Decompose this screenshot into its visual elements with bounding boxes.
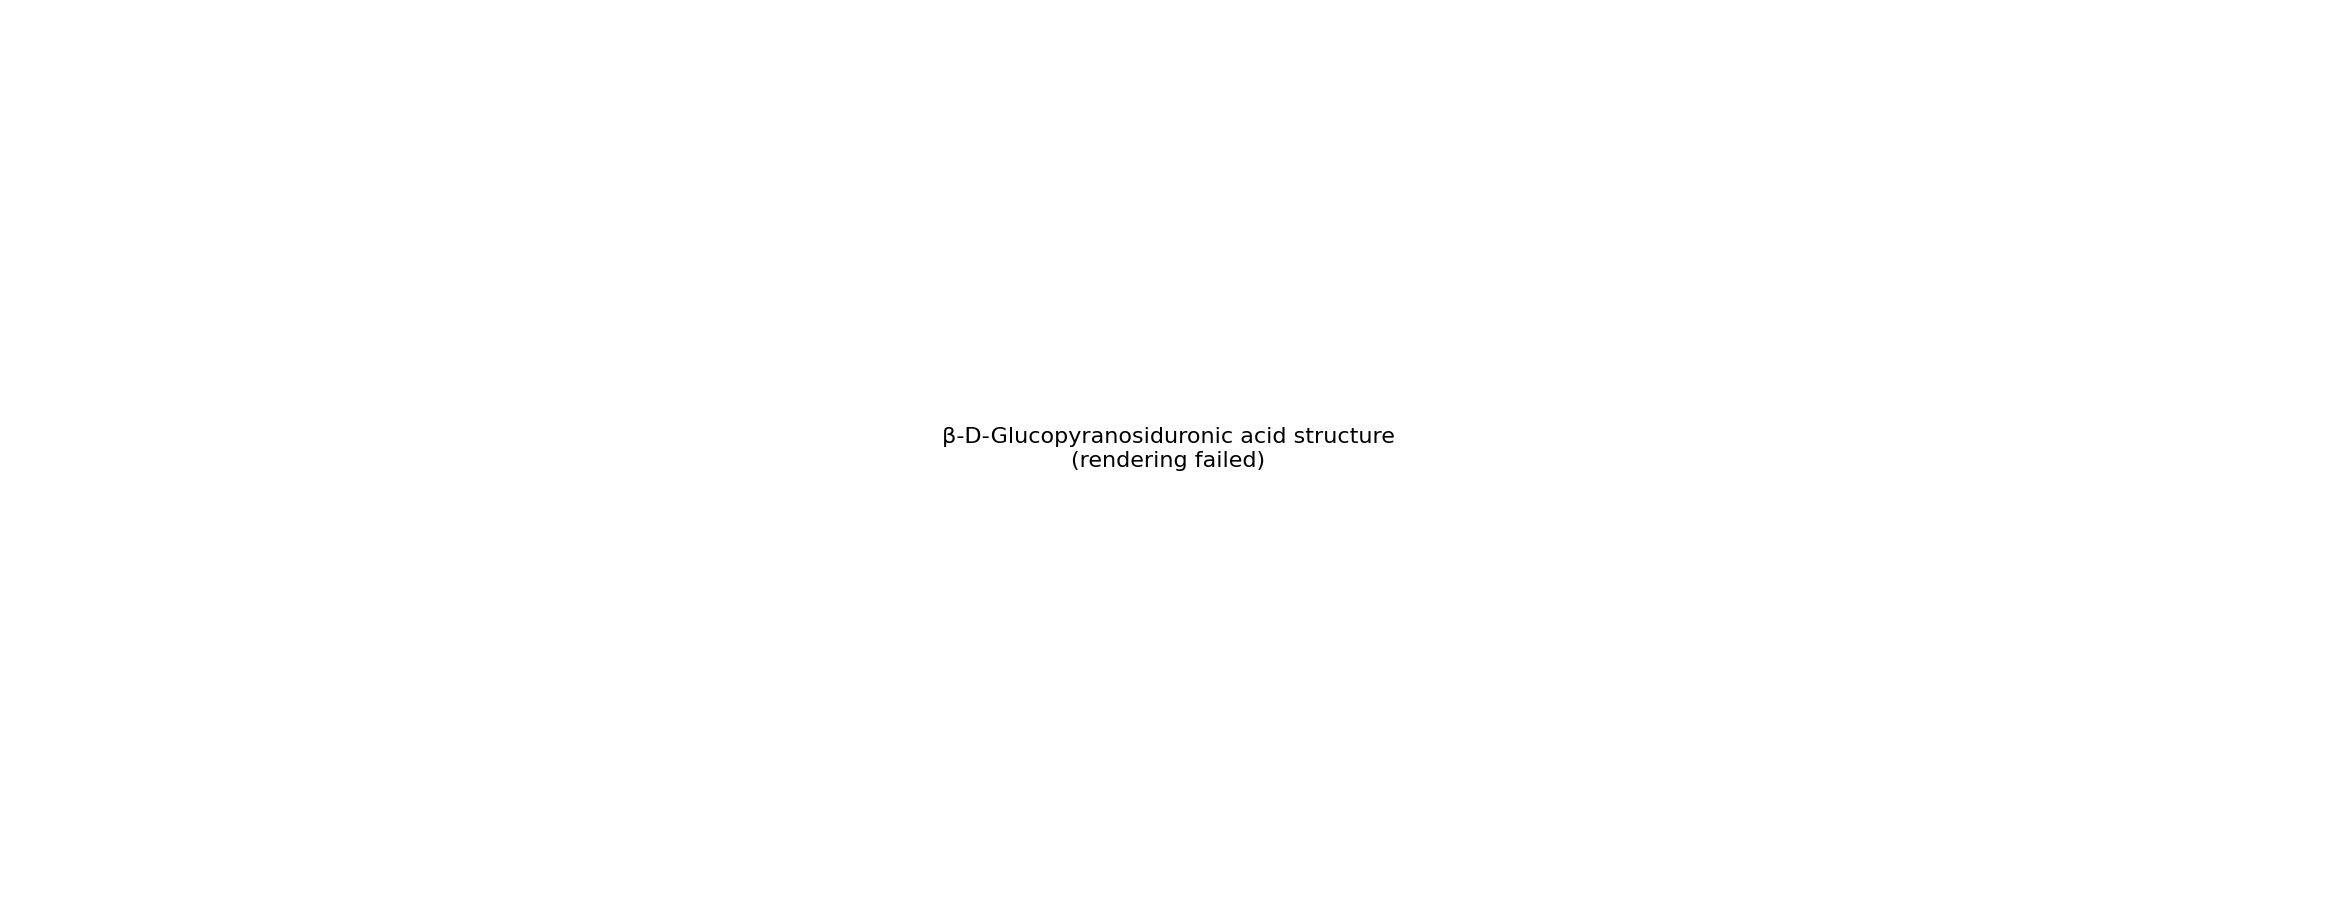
Text: β-D-Glucopyranosiduronic acid structure
(rendering failed): β-D-Glucopyranosiduronic acid structure … — [942, 427, 1395, 471]
